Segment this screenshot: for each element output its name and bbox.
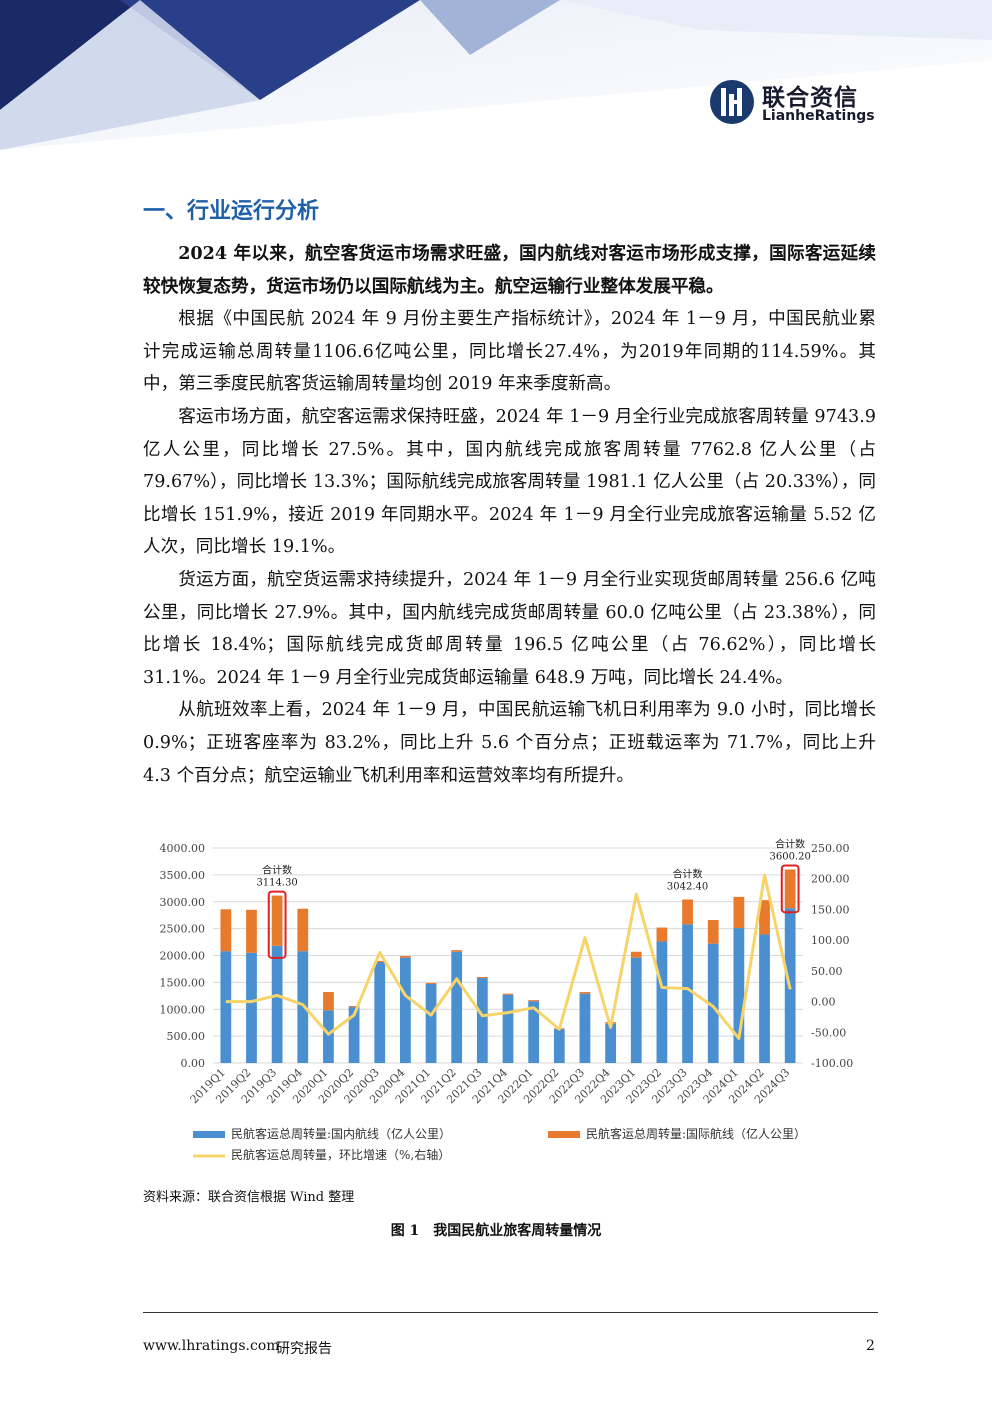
bar-international (682, 899, 693, 925)
legend-swatch (193, 1131, 225, 1138)
legend-label: 民航客运总周转量:国际航线（亿人公里） (586, 1126, 806, 1141)
bar-international (323, 992, 334, 1011)
bar-domestic (400, 957, 411, 1063)
bar-domestic (374, 961, 386, 1063)
bar-international (733, 896, 745, 929)
bar-international (297, 908, 309, 952)
bar-international (451, 950, 463, 952)
footer-divider (143, 1312, 878, 1313)
growth-rate-line (225, 873, 792, 1040)
bar-domestic (528, 1001, 540, 1063)
bar-international (476, 977, 488, 979)
bar-international (374, 960, 386, 962)
legend-swatch (548, 1131, 580, 1138)
bar-domestic (759, 934, 770, 1063)
bar-international (246, 909, 257, 953)
y-right-tick-label: -100.00 (811, 1057, 853, 1070)
footer-label: 研究报告 (276, 1341, 332, 1357)
bar-domestic (733, 928, 745, 1063)
y-left-tick-label: 1500.00 (160, 976, 206, 989)
bar-domestic (707, 943, 719, 1063)
y-left-tick-label: 3500.00 (160, 869, 206, 882)
bar-international (630, 951, 642, 958)
bar-international (707, 920, 719, 944)
bar-international (220, 909, 232, 952)
bar-domestic (476, 978, 488, 1063)
bar-international (400, 956, 411, 958)
y-left-tick-label: 0.00 (181, 1057, 206, 1070)
header-background (0, 0, 992, 150)
bar-international (425, 982, 437, 984)
figure-caption: 图 1 我国民航业旅客周转量情况 (390, 1223, 602, 1239)
bar-international (502, 993, 514, 995)
bar-domestic (246, 952, 257, 1063)
source-note: 资料来源：联合资信根据 Wind 整理 (143, 1190, 355, 1205)
section-title: 一、行业运行分析 (143, 199, 320, 224)
bar-domestic (605, 1023, 616, 1063)
bar-domestic (323, 1010, 334, 1063)
bar-domestic (682, 924, 693, 1063)
bar-international (784, 869, 796, 909)
y-right-tick-label: 200.00 (811, 873, 850, 886)
y-left-tick-label: 500.00 (167, 1030, 206, 1043)
y-right-tick-label: 250.00 (811, 842, 850, 855)
bar-international (759, 900, 770, 935)
y-right-tick-label: 100.00 (811, 934, 850, 947)
annotation-label: 合计数 (262, 864, 292, 877)
footer-url[interactable]: www.lhratings.com (143, 1338, 280, 1354)
body-text: 2024 年以来，航空客货运市场需求旺盛，国内航线对客运市场形成支撑，国际客运延… (143, 238, 876, 792)
bar-international (528, 1000, 540, 1002)
y-left-tick-label: 1000.00 (160, 1003, 206, 1016)
bar-domestic (297, 951, 309, 1063)
highlight-box (780, 864, 800, 914)
paragraph-summary: 2024 年以来，航空客货运市场需求旺盛，国内航线对客运市场形成支撑，国际客运延… (143, 243, 876, 297)
bar-domestic (579, 993, 591, 1063)
paragraph: 根据《中国民航 2024 年 9 月份主要生产指标统计》，2024 年 1－9 … (143, 309, 876, 395)
annotation-label: 合计数 (775, 838, 805, 851)
bar-international (579, 992, 591, 994)
bar-domestic (425, 983, 437, 1063)
bar-domestic (553, 1029, 565, 1063)
annotation-value: 3600.20 (769, 852, 810, 863)
bar-international (656, 927, 668, 942)
bar-international (348, 1006, 360, 1008)
y-right-tick-label: 0.00 (811, 996, 836, 1009)
y-left-tick-label: 2500.00 (160, 923, 206, 936)
annotation-value: 3042.40 (667, 881, 708, 892)
passenger-turnover-chart: 0.00 500.00 1000.00 1500.00 2000.00 2500.00 30… (160, 838, 854, 1163)
page-number: 2 (866, 1338, 875, 1354)
bar-domestic (656, 941, 668, 1063)
bar-domestic (348, 1007, 360, 1063)
bar-domestic (630, 957, 642, 1063)
bar-domestic (271, 945, 283, 1063)
logo-mark-icon (710, 80, 754, 124)
bar-domestic (451, 951, 463, 1063)
bar-domestic (502, 994, 514, 1063)
annotation-label: 合计数 (673, 867, 703, 880)
logo-name-en: LianheRatings (762, 108, 875, 124)
paragraph: 客运市场方面，航空客运需求保持旺盛，2024 年 1－9 月全行业完成旅客周转量… (143, 406, 876, 558)
y-left-tick-label: 3000.00 (160, 896, 206, 909)
company-logo: 联合资信 LianheRatings (708, 78, 888, 128)
y-right-tick-label: 150.00 (811, 903, 850, 916)
paragraph: 从航班效率上看，2024 年 1－9 月，中国民航运输飞机日利用率为 9.0 小… (143, 700, 876, 786)
logo-name-cn: 联合资信 (762, 85, 858, 111)
bar-international (271, 895, 283, 946)
legend-label: 民航客运总周转量，环比增速（%,右轴） (231, 1147, 450, 1162)
y-right-tick-label: 50.00 (811, 965, 843, 978)
y-left-tick-label: 2000.00 (160, 950, 206, 963)
legend-label: 民航客运总周转量:国内航线（亿人公里） (231, 1126, 451, 1141)
bar-domestic (220, 951, 232, 1063)
y-left-tick-label: 4000.00 (160, 842, 206, 855)
paragraph: 货运方面，航空货运需求持续提升，2024 年 1－9 月全行业实现货邮周转量 2… (143, 569, 876, 688)
y-right-tick-label: -50.00 (811, 1026, 846, 1039)
highlight-box (267, 890, 287, 959)
annotation-value: 3114.30 (256, 878, 297, 889)
